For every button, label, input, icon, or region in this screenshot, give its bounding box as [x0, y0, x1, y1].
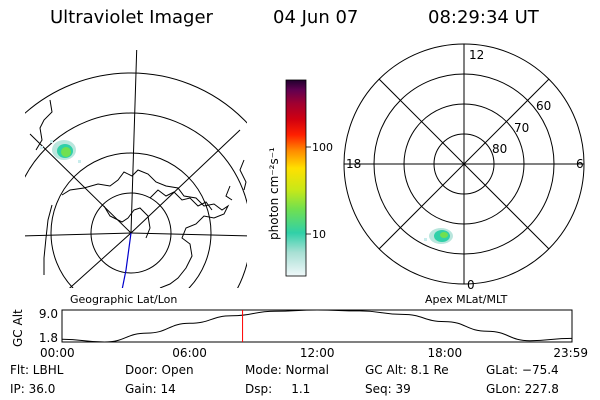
altitude-xtick-label: 18:00: [428, 346, 463, 360]
geographic-label: Geographic Lat/Lon: [70, 293, 177, 306]
meridian-line: [130, 50, 138, 234]
coastline: [149, 189, 213, 211]
glat-info: GLat: −75.4: [486, 363, 559, 377]
mode-info: Mode: Normal: [245, 363, 329, 377]
mlt-label-12: 12: [469, 48, 484, 62]
meridian-line: [69, 232, 132, 288]
lat-circle-50: [25, 72, 247, 124]
apex-label: Apex MLat/MLT: [425, 293, 508, 306]
mlat-label-60: 60: [536, 99, 551, 113]
mlt-label-6: 6: [576, 157, 584, 171]
mlt-line-diag: [378, 78, 550, 250]
meridian-line: [25, 232, 132, 237]
coastline: [35, 99, 247, 288]
geographic-map: [25, 50, 247, 288]
altitude-chart-frame: [61, 309, 573, 343]
dsp-info: Dsp: 1.1: [245, 382, 311, 396]
colorbar: 100 10 photon cm⁻²s⁻¹: [267, 79, 333, 277]
altitude-xtick-label: 06:00: [172, 346, 207, 360]
satellite-track: [121, 232, 132, 288]
meridian-line: [130, 129, 241, 234]
ip-info: IP: 36.0: [10, 382, 56, 396]
altitude-axis-label: GC Alt: [11, 309, 25, 347]
altitude-ytick-bottom: 1.8: [39, 331, 58, 345]
altitude-xtick-label: 12:00: [300, 346, 335, 360]
time-label: 08:29:34 UT: [428, 7, 540, 28]
colorbar-tick-100: 100: [312, 141, 333, 154]
mlt-label-18: 18: [346, 157, 361, 171]
lat-circle-80: [90, 192, 172, 274]
altitude-ytick-top: 9.0: [39, 307, 58, 321]
colorbar-tick-10: 10: [312, 228, 326, 241]
lat-circle-60: [25, 112, 247, 288]
seq-info: Seq: 39: [365, 382, 411, 396]
date-label: 04 Jun 07: [273, 7, 358, 28]
lat-circle-70: [50, 152, 212, 288]
colorbar-title: photon cm⁻²s⁻¹: [267, 147, 281, 240]
meridian-line: [130, 232, 247, 237]
altitude-series-line: [61, 309, 573, 343]
colorbar-gradient: [285, 79, 307, 277]
glon-info: GLon: 227.8: [486, 382, 559, 396]
aurora-emission-right: [424, 228, 453, 244]
altitude-xtick-label: 23:59: [553, 346, 588, 360]
door-info: Door: Open: [125, 363, 194, 377]
filter-info: Flt: LBHL: [10, 363, 64, 377]
instrument-title: Ultraviolet Imager: [50, 7, 214, 28]
aurora-emission-left: [40, 140, 81, 163]
mlat-label-80: 80: [492, 142, 507, 156]
gain-info: Gain: 14: [125, 382, 176, 396]
altitude-xtick-label: 00:00: [40, 346, 75, 360]
mlat-label-70: 70: [514, 121, 529, 135]
apex-polar-plot: 12 18 6 0 60 70 80: [343, 43, 585, 292]
meridian-line: [29, 133, 132, 234]
gc-alt-info: GC Alt: 8.1 Re: [365, 363, 449, 377]
altitude-chart: GC Alt 9.0 1.8 00:00 06:00 12:00 18:00 23:59: [11, 307, 588, 360]
mlt-label-0: 0: [467, 278, 475, 292]
